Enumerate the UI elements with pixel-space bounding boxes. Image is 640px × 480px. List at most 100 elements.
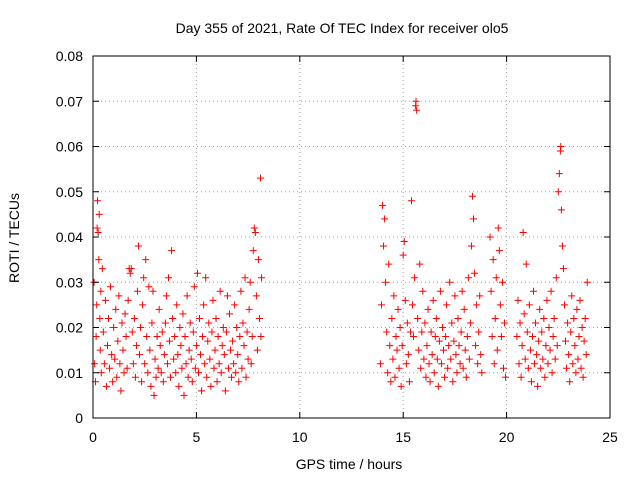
data-point (381, 215, 389, 223)
data-point (220, 351, 228, 359)
data-point (477, 351, 485, 359)
data-point (475, 328, 483, 336)
data-point (533, 351, 541, 359)
data-point (426, 378, 434, 386)
data-point (157, 369, 165, 377)
data-point (140, 274, 148, 282)
data-point (394, 305, 402, 313)
data-point (538, 328, 546, 336)
data-point (228, 373, 236, 381)
data-point (567, 328, 575, 336)
data-point (547, 287, 555, 295)
data-point (194, 369, 202, 377)
data-point (387, 378, 395, 386)
data-point (410, 333, 418, 341)
data-point (409, 301, 417, 309)
data-point (385, 260, 393, 268)
data-point (411, 274, 419, 282)
data-point (182, 360, 190, 368)
data-point (106, 364, 114, 372)
data-point (233, 324, 241, 331)
data-point (142, 256, 150, 264)
data-point (492, 274, 500, 282)
data-point (420, 355, 428, 363)
data-point (206, 355, 214, 363)
data-point (455, 342, 463, 350)
data-point (128, 328, 136, 336)
data-point (418, 328, 426, 336)
data-point (429, 296, 437, 304)
data-point (428, 351, 436, 359)
data-point (247, 360, 255, 368)
data-point (516, 319, 524, 327)
data-point (115, 292, 123, 300)
data-point (231, 301, 239, 309)
data-point (452, 351, 460, 359)
chart-title: Day 355 of 2021, Rate Of TEC Index for r… (176, 20, 509, 36)
data-point (112, 305, 120, 313)
data-point (155, 305, 163, 313)
x-tick-label: 10 (292, 429, 308, 445)
data-point (167, 373, 175, 381)
x-tick-label: 25 (602, 429, 618, 445)
axis-ticks: 0 5 10 15 20 25 0 0.01 0.02 0.03 0.04 0.05 0.06 0.07 0… (56, 48, 618, 445)
data-point (460, 305, 468, 313)
data-point (536, 305, 544, 313)
data-point (119, 346, 127, 354)
data-point (382, 278, 390, 286)
data-point (522, 260, 530, 268)
data-point (563, 364, 571, 372)
data-point (237, 287, 245, 295)
y-tick-label: 0.02 (56, 320, 83, 336)
data-point (218, 342, 226, 350)
data-point (234, 351, 242, 359)
x-tick-label: 15 (395, 429, 411, 445)
data-point (474, 360, 482, 368)
data-point (139, 301, 147, 309)
data-point (91, 360, 99, 368)
data-point (383, 328, 391, 336)
y-tick-label: 0.08 (56, 48, 83, 64)
data-point (542, 342, 550, 350)
data-point (415, 346, 423, 354)
data-point (572, 369, 580, 377)
data-point (574, 355, 582, 363)
data-point (236, 333, 244, 341)
data-point (99, 328, 107, 336)
data-point (514, 296, 522, 304)
data-point (178, 364, 186, 372)
data-point (493, 346, 501, 354)
data-point (116, 360, 124, 368)
data-point (546, 346, 554, 354)
data-point (161, 319, 169, 327)
data-point (444, 364, 452, 372)
data-point (239, 319, 247, 327)
data-point (114, 337, 122, 345)
data-point (124, 296, 132, 304)
data-point (145, 283, 153, 291)
data-point (457, 328, 465, 336)
data-point (158, 328, 166, 336)
data-point (143, 333, 151, 341)
data-point (238, 364, 246, 372)
data-point (502, 373, 510, 381)
data-point (554, 188, 562, 196)
data-points (90, 97, 591, 399)
data-point (215, 360, 223, 368)
data-point (552, 274, 560, 282)
data-point (553, 342, 561, 350)
data-point (430, 369, 438, 377)
data-point (464, 274, 472, 282)
data-point (468, 192, 476, 200)
data-point (229, 337, 237, 345)
data-point (384, 369, 392, 377)
data-point (534, 382, 542, 390)
data-point (545, 324, 553, 331)
data-point (123, 364, 131, 372)
data-point (416, 260, 424, 268)
data-point (451, 292, 459, 300)
data-point (211, 346, 219, 354)
data-point (248, 333, 256, 341)
data-point (558, 242, 566, 250)
data-point (92, 333, 100, 341)
